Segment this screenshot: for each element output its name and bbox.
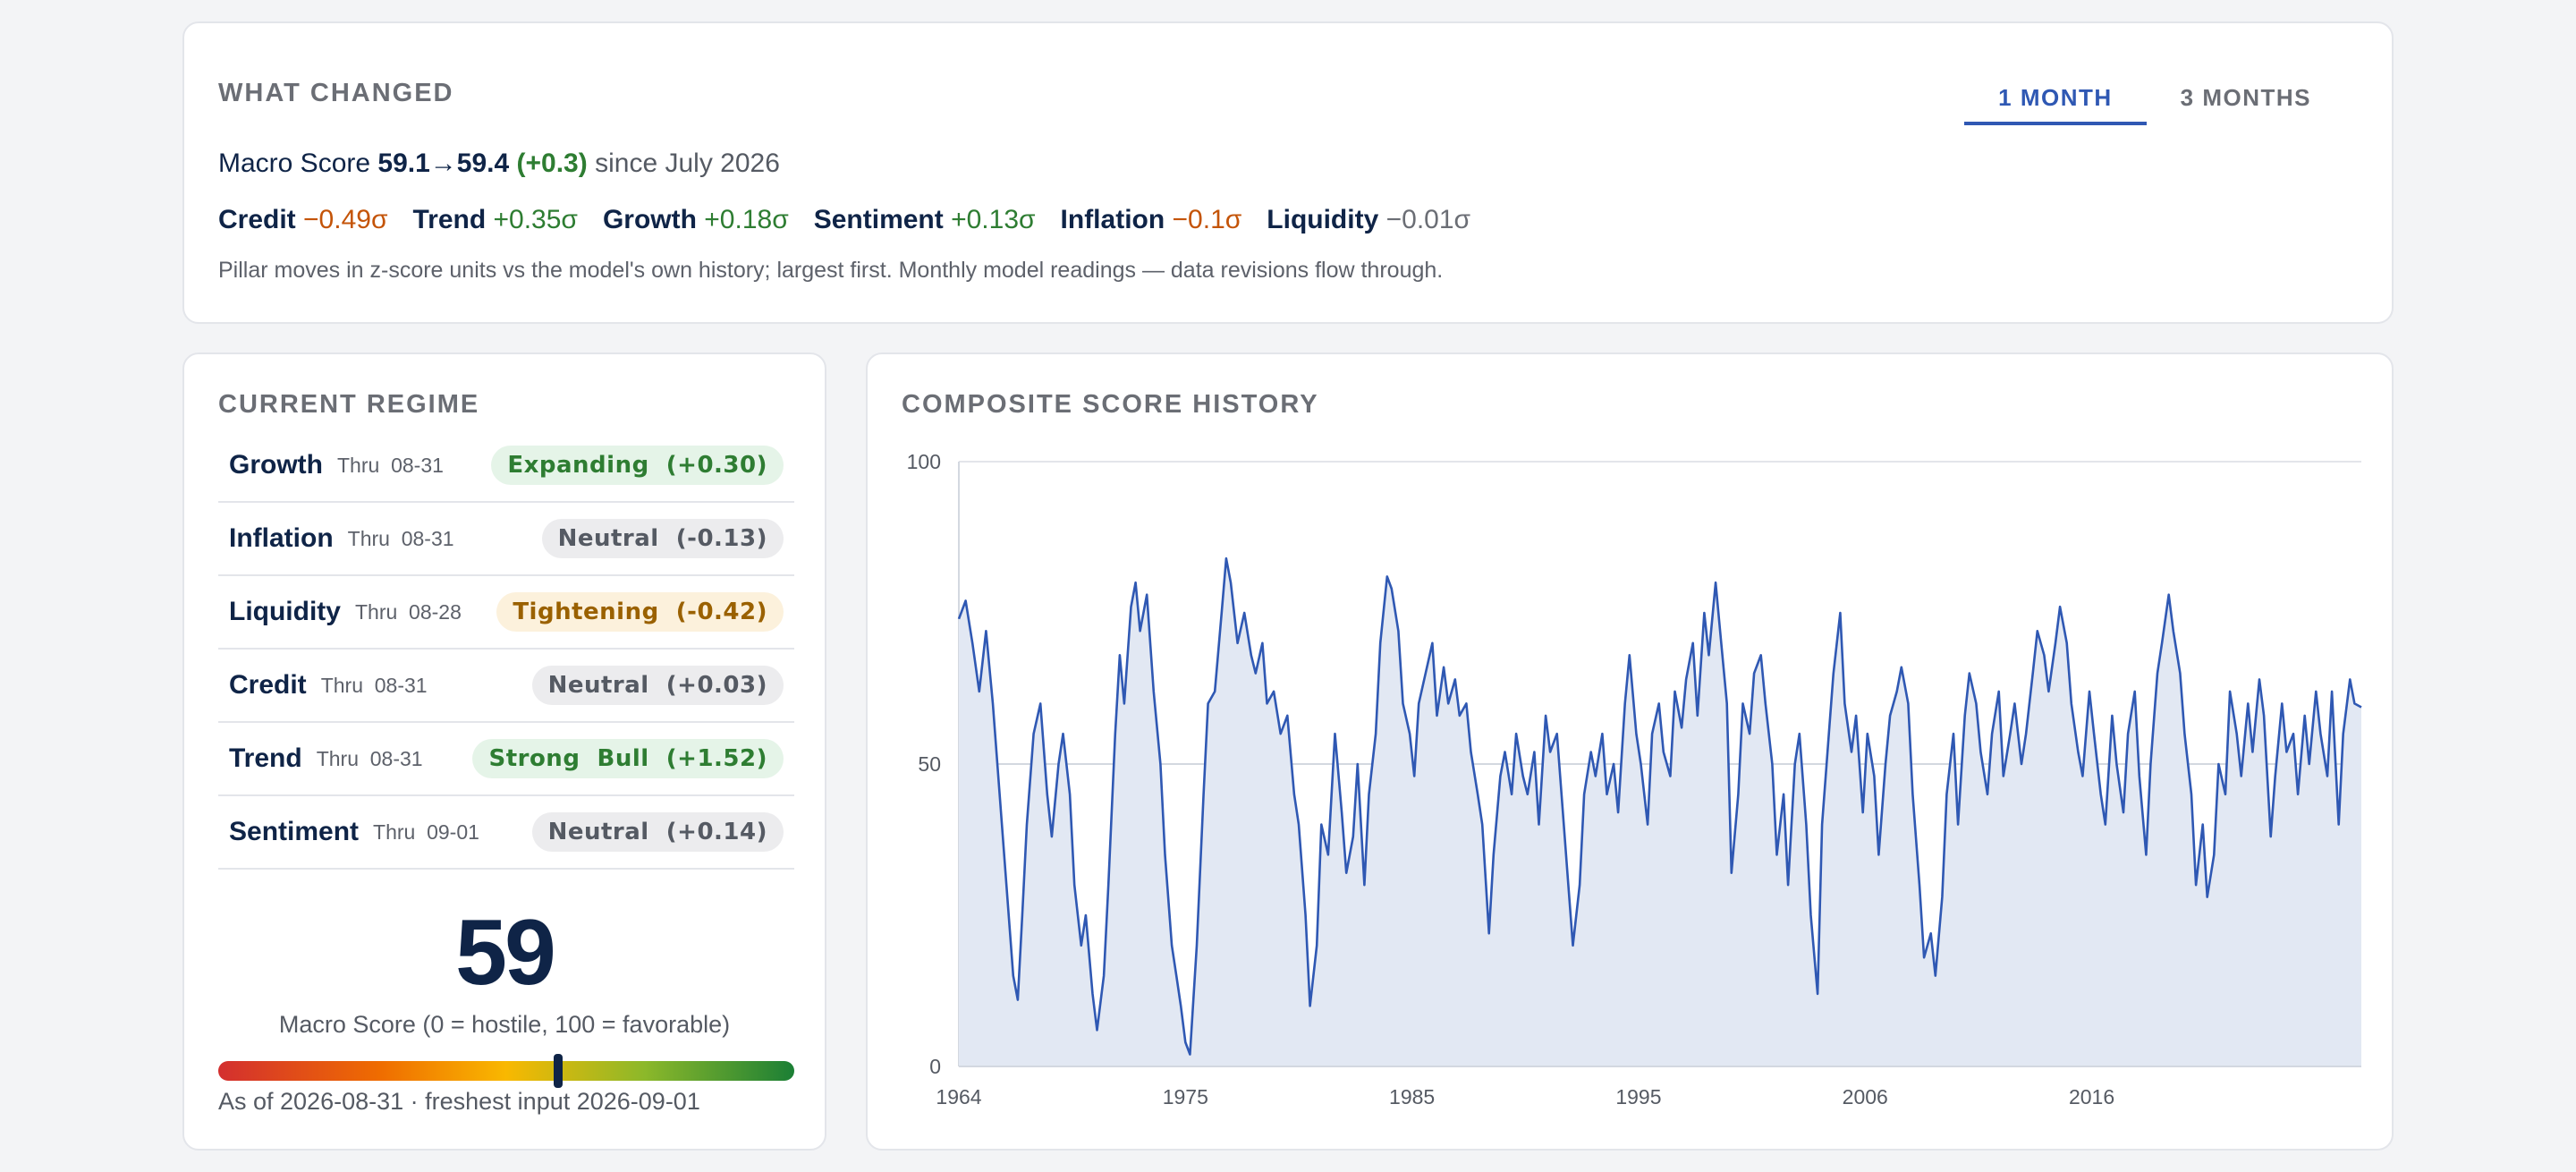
score-area-fill xyxy=(959,558,2361,1066)
pillar-change-growth: Growth +0.18σ xyxy=(603,205,789,235)
macro-score-value: 59 xyxy=(455,901,556,1005)
score-to: 59.4 xyxy=(456,149,510,178)
pillar-change-liquidity: Liquidity −0.01σ xyxy=(1267,205,1470,235)
pillar-change-sentiment: Sentiment +0.13σ xyxy=(814,205,1036,235)
regime-pillar-name: Liquidity xyxy=(229,597,341,626)
current-regime-title: CURRENT REGIME xyxy=(218,390,480,419)
pillar-change-inflation: Inflation −0.1σ xyxy=(1061,205,1242,235)
pillar-change-value: +0.13σ xyxy=(951,205,1036,234)
pillar-name: Liquidity xyxy=(1267,205,1379,234)
what-changed-card: WHAT CHANGED 1 MONTH 3 MONTHS Macro Scor… xyxy=(182,21,2394,324)
regime-table: Growth Thru 08-31 Expanding (+0.30) Inflati… xyxy=(218,429,794,870)
y-tick-label: 0 xyxy=(929,1055,941,1078)
composite-history-card: COMPOSITE SCORE HISTORY 0 50 100 1964 1975 19… xyxy=(866,352,2394,1151)
score-gauge xyxy=(218,1061,794,1081)
regime-thru-date: Thru 08-31 xyxy=(320,673,428,697)
regime-pillar-name: Credit xyxy=(229,670,307,700)
regime-row-credit: Credit Thru 08-31 Neutral (+0.03) xyxy=(218,650,794,723)
x-tick-label: 1985 xyxy=(1389,1085,1435,1108)
pillar-name: Growth xyxy=(602,205,697,234)
regime-thru-date: Thru 08-31 xyxy=(337,453,444,477)
y-tick-label: 50 xyxy=(918,752,941,776)
regime-status-badge: Neutral (+0.03) xyxy=(531,666,784,705)
composite-score-chart: 0 50 100 1964 1975 1985 1995 2006 2016 xyxy=(907,450,2362,1108)
x-tick-label: 1964 xyxy=(936,1085,981,1108)
pillar-name: Credit xyxy=(218,205,296,234)
regime-thru-date: Thru 08-28 xyxy=(354,599,462,624)
score-change-line: Macro Score 59.1→59.4 (+0.3) since July … xyxy=(218,149,780,179)
arrow-icon: → xyxy=(429,149,457,178)
pillar-change-value: −0.01σ xyxy=(1385,205,1471,234)
regime-status-badge: Expanding (+0.30) xyxy=(491,446,784,485)
pillar-name: Inflation xyxy=(1060,205,1165,234)
pillar-footnote: Pillar moves in z-score units vs the mod… xyxy=(218,258,1444,283)
regime-thru-date: Thru 08-31 xyxy=(347,526,454,550)
regime-row-trend: Trend Thru 08-31 Strong Bull (+1.52) xyxy=(218,723,794,796)
regime-row-growth: Growth Thru 08-31 Expanding (+0.30) xyxy=(218,429,794,503)
regime-row-liquidity: Liquidity Thru 08-28 Tightening (-0.42) xyxy=(218,576,794,650)
regime-thru-date: Thru 09-01 xyxy=(373,820,479,844)
regime-thru-date: Thru 08-31 xyxy=(316,746,423,770)
as-of-text: As of 2026-08-31 · freshest input 2026-0… xyxy=(218,1088,700,1115)
score-prefix: Macro Score xyxy=(218,149,371,178)
score-from: 59.1 xyxy=(377,149,430,178)
regime-status-badge: Tightening (-0.42) xyxy=(496,592,784,632)
regime-status-badge: Neutral (+0.14) xyxy=(531,812,784,852)
pillar-changes: Credit −0.49σ Trend +0.35σ Growth +0.18σ Se… xyxy=(218,205,1470,235)
gauge-marker xyxy=(553,1054,563,1088)
score-since: since July 2026 xyxy=(595,149,780,178)
x-tick-label: 2006 xyxy=(1843,1085,1888,1108)
what-changed-title: WHAT CHANGED xyxy=(218,79,454,107)
period-tabs: 1 MONTH 3 MONTHS xyxy=(1964,75,2345,125)
x-tick-label: 2016 xyxy=(2069,1085,2114,1108)
pillar-change-value: −0.49σ xyxy=(303,205,388,234)
regime-status-badge: Strong Bull (+1.52) xyxy=(472,739,784,778)
tab-3-months[interactable]: 3 MONTHS xyxy=(2180,84,2311,111)
x-tick-label: 1975 xyxy=(1163,1085,1208,1108)
score-delta: (+0.3) xyxy=(516,149,588,178)
current-regime-card: CURRENT REGIME Growth Thru 08-31 Expanding… xyxy=(182,352,826,1151)
pillar-change-value: +0.18σ xyxy=(704,205,789,234)
regime-pillar-name: Growth xyxy=(229,450,323,480)
regime-pillar-name: Sentiment xyxy=(229,817,360,846)
pillar-change-value: −0.1σ xyxy=(1172,205,1242,234)
regime-pillar-name: Trend xyxy=(229,743,302,773)
x-tick-label: 1995 xyxy=(1615,1085,1661,1108)
regime-status-badge: Neutral (-0.13) xyxy=(541,519,784,558)
pillar-name: Trend xyxy=(412,205,487,234)
pillar-change-trend: Trend +0.35σ xyxy=(412,205,577,235)
regime-row-sentiment: Sentiment Thru 09-01 Neutral (+0.14) xyxy=(218,796,794,870)
regime-row-inflation: Inflation Thru 08-31 Neutral (-0.13) xyxy=(218,503,794,576)
macro-score-caption: Macro Score (0 = hostile, 100 = favorabl… xyxy=(278,1011,731,1038)
score-line-series xyxy=(957,556,2362,1056)
pillar-change-value: +0.35σ xyxy=(493,205,578,234)
composite-history-title: COMPOSITE SCORE HISTORY xyxy=(902,390,1319,419)
regime-pillar-name: Inflation xyxy=(229,523,334,553)
y-tick-label: 100 xyxy=(907,450,941,473)
pillar-change-credit: Credit −0.49σ xyxy=(218,205,387,235)
pillar-name: Sentiment xyxy=(813,205,944,234)
tab-1-month[interactable]: 1 MONTH xyxy=(1964,75,2147,125)
